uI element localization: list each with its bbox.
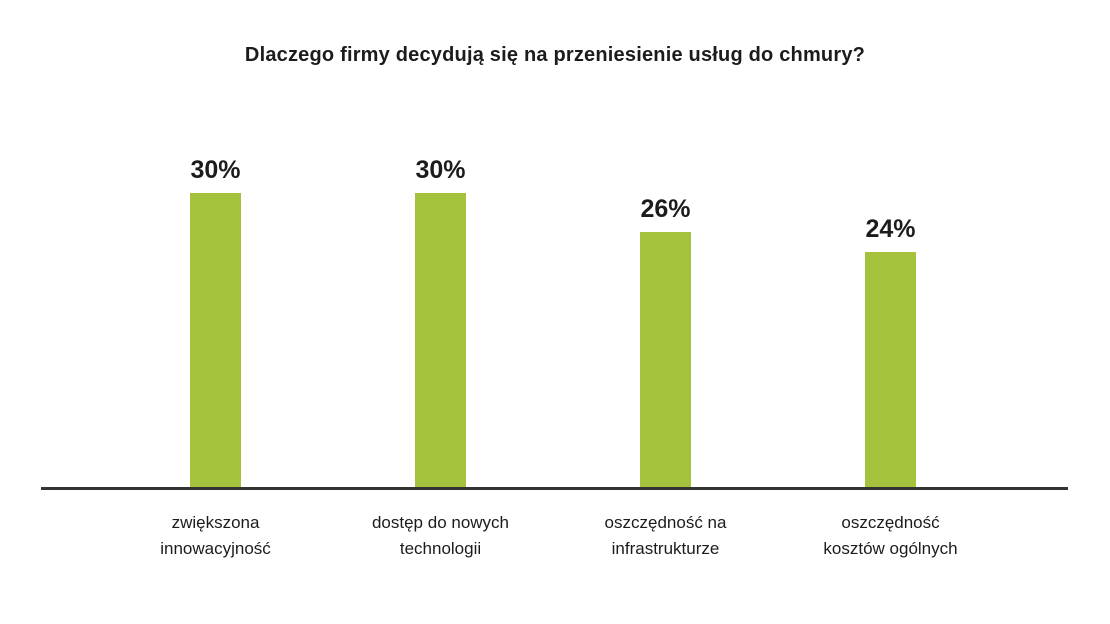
bar-column: 26% bbox=[553, 194, 778, 488]
x-axis-label: oszczędność na infrastrukturze bbox=[604, 513, 727, 558]
bar-value-label: 30% bbox=[190, 156, 241, 184]
bar-dostep-do-nowych-technologii bbox=[415, 193, 466, 488]
bars-row: 30% 30% 26% 24% bbox=[103, 155, 1003, 488]
bar-value-label: 26% bbox=[640, 195, 691, 223]
bar-value-label: 24% bbox=[865, 215, 916, 243]
x-axis-labels-row: zwiększona innowacyjność dostęp do nowyc… bbox=[103, 510, 1003, 562]
bar-oszczednosc-na-infrastrukturze bbox=[640, 232, 691, 488]
bar-column: 24% bbox=[778, 214, 1003, 488]
bar-zwiekszona-innowacyjnosc bbox=[190, 193, 241, 488]
chart-title: Dlaczego firmy decydują się na przeniesi… bbox=[244, 44, 866, 66]
bar-column: 30% bbox=[103, 155, 328, 488]
x-axis-label: dostęp do nowych technologii bbox=[371, 513, 510, 558]
x-axis-label: oszczędność kosztów ogólnych bbox=[823, 513, 958, 558]
bar-value-label: 30% bbox=[415, 156, 466, 184]
bar-column: 30% bbox=[328, 155, 553, 488]
bar-oszczednosc-kosztow-ogolnych bbox=[865, 252, 916, 488]
x-axis-label: zwiększona innowacyjność bbox=[160, 513, 271, 558]
x-axis-line bbox=[41, 487, 1068, 490]
